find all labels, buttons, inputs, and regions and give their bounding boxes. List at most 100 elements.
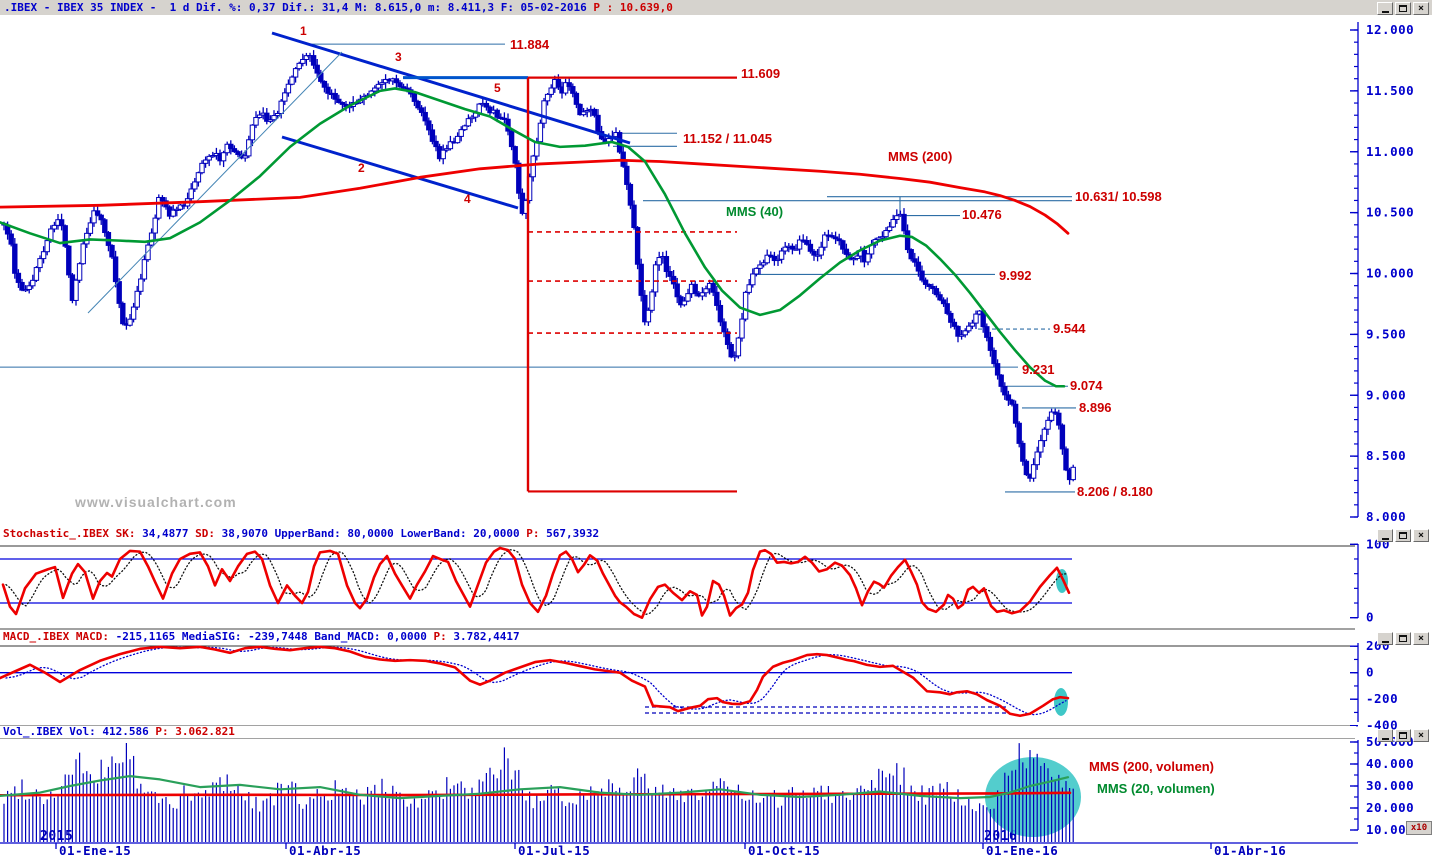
axis-label: 20.000 [1366, 800, 1414, 815]
header-segment: P: [155, 725, 176, 738]
price-level-annotation: 3 [395, 50, 402, 64]
header-segment: 80,0000 [347, 527, 401, 540]
price-level-annotation: 11.609 [741, 66, 781, 81]
minimize-button[interactable] [1377, 529, 1393, 542]
header-segment: UpperBand: [274, 527, 348, 540]
header-segment: SD: [195, 527, 222, 540]
header-segment: 38,9070 [221, 527, 275, 540]
axis-label: -200 [1366, 691, 1398, 706]
axis-label: 10.500 [1366, 205, 1414, 220]
maximize-icon [1399, 5, 1407, 12]
maximize-button[interactable] [1395, 632, 1411, 645]
macd-panel-controls: × [1377, 632, 1429, 645]
minimize-button[interactable] [1377, 632, 1393, 645]
price-level-annotation: 9.544 [1053, 321, 1086, 336]
volume-panel-controls: × [1377, 729, 1429, 742]
price-level-annotation: 10.631/ 10.598 [1075, 189, 1162, 204]
macd-highlight-ellipse [1054, 688, 1068, 716]
x-axis-tick-label: 01-Oct-15 [748, 843, 820, 857]
header-segment: 3.062.821 [175, 725, 235, 738]
maximize-button[interactable] [1395, 2, 1411, 15]
maximize-icon [1399, 732, 1407, 739]
x-axis-tick-label: 01-Ene-16 [986, 843, 1058, 857]
header-segment: MACD: [75, 630, 116, 643]
price-level-annotation: 11.152 / 11.045 [683, 131, 772, 146]
axis-label: 40.000 [1366, 756, 1414, 771]
x-axis-tick-label: 01-Abr-15 [289, 843, 361, 857]
axis-label: -400 [1366, 718, 1398, 733]
price-level-annotation: 4 [464, 192, 471, 206]
price-level-annotation: MMS (20, volumen) [1097, 781, 1215, 796]
price-level-annotation: 8.896 [1079, 400, 1112, 415]
close-button[interactable]: × [1413, 529, 1429, 542]
axis-label: 11.500 [1366, 83, 1414, 98]
price-level-annotation: MMS (200, volumen) [1089, 759, 1214, 774]
close-button[interactable]: × [1413, 729, 1429, 742]
maximize-icon [1399, 635, 1407, 642]
header-segment: SK: [115, 527, 143, 540]
macd-panel[interactable] [0, 645, 1355, 727]
minimize-button[interactable] [1377, 729, 1393, 742]
close-button[interactable]: × [1413, 632, 1429, 645]
x-axis-tick-label: 01-Ene-15 [59, 843, 131, 857]
maximize-button[interactable] [1395, 529, 1411, 542]
right-axis-gutter: 12.000 11.500 11.000 10.500 10.000 9.500 9.000… [1350, 22, 1414, 837]
price-level-annotation: MMS (40) [726, 204, 784, 219]
header-segment: Stochastic_.IBEX [3, 527, 116, 540]
axis-label: 30.000 [1366, 778, 1414, 793]
x-axis-tick-label: 01-Abr-16 [1214, 843, 1286, 857]
price-level-annotation: 1 [300, 24, 307, 38]
minimize-button[interactable] [1377, 2, 1393, 15]
minimize-icon [1381, 538, 1389, 540]
axis-label: 8.500 [1366, 448, 1406, 463]
main-window-controls: × [1377, 2, 1429, 15]
close-button[interactable]: × [1413, 2, 1429, 15]
volume-panel[interactable]: 20152016 [0, 737, 1355, 844]
stochastic-panel[interactable] [0, 545, 1355, 630]
axis-label: 9.500 [1366, 326, 1406, 341]
axis-label: 0 [1366, 665, 1374, 680]
axis-label: 11.000 [1366, 144, 1414, 159]
header-segment: 3.782,4417 [453, 630, 520, 643]
maximize-icon [1399, 532, 1407, 539]
minimize-icon [1381, 11, 1389, 13]
header-segment: P: [433, 630, 454, 643]
minimize-icon [1381, 641, 1389, 643]
volume-multiplier-badge: x10 [1406, 821, 1432, 835]
axis-label: 10.000 [1366, 822, 1414, 837]
price-panel[interactable] [0, 31, 1076, 493]
header-segment: MediaSIG: [181, 630, 249, 643]
header-segment: .IBEX - IBEX 35 INDEX - 1 d Dif. %: 0,37… [4, 1, 594, 14]
stochastic-header: Stochastic_.IBEX SK: 34,4877 SD: 38,9070… [0, 527, 1356, 541]
header-segment: 412.586 [102, 725, 156, 738]
header-segment: LowerBand: [400, 527, 474, 540]
minimize-icon [1381, 738, 1389, 740]
stochastic-panel-controls: × [1377, 529, 1429, 542]
axis-label: 12.000 [1366, 22, 1414, 37]
price-level-annotation: 2 [358, 161, 365, 175]
header-segment: 20,0000 [473, 527, 527, 540]
price-level-annotation: 9.074 [1070, 378, 1103, 393]
header-segment: Vol_.IBEX [3, 725, 70, 738]
visualchart-watermark: www.visualchart.com [75, 494, 237, 510]
price-level-annotation: MMS (200) [888, 149, 953, 164]
volume-header: Vol_.IBEX Vol: 412.586 P: 3.062.821 [0, 726, 1356, 738]
header-segment: 567,3932 [546, 527, 600, 540]
title-bar: .IBEX - IBEX 35 INDEX - 1 d Dif. %: 0,37… [0, 0, 1432, 15]
axis-label: 9.000 [1366, 387, 1406, 402]
price-level-annotation: 8.206 / 8.180 [1077, 484, 1153, 499]
header-segment: MACD_.IBEX [3, 630, 76, 643]
price-level-annotation: 11.884 [510, 37, 550, 52]
header-segment: 0,0000 [387, 630, 434, 643]
price-level-annotation: 5 [494, 81, 501, 95]
header-segment: Band_MACD: [314, 630, 388, 643]
header-segment: -215,1165 [115, 630, 182, 643]
x-axis: 01-Ene-15 01-Abr-15 01-Jul-15 01-Oct-15 01-E… [0, 842, 1358, 857]
price-level-annotation: 9.231 [1022, 362, 1055, 377]
maximize-button[interactable] [1395, 729, 1411, 742]
x-axis-tick-label: 01-Jul-15 [518, 843, 590, 857]
header-segment: Vol: [69, 725, 103, 738]
macd-header: MACD_.IBEX MACD: -215,1165 MediaSIG: -23… [0, 630, 1356, 644]
